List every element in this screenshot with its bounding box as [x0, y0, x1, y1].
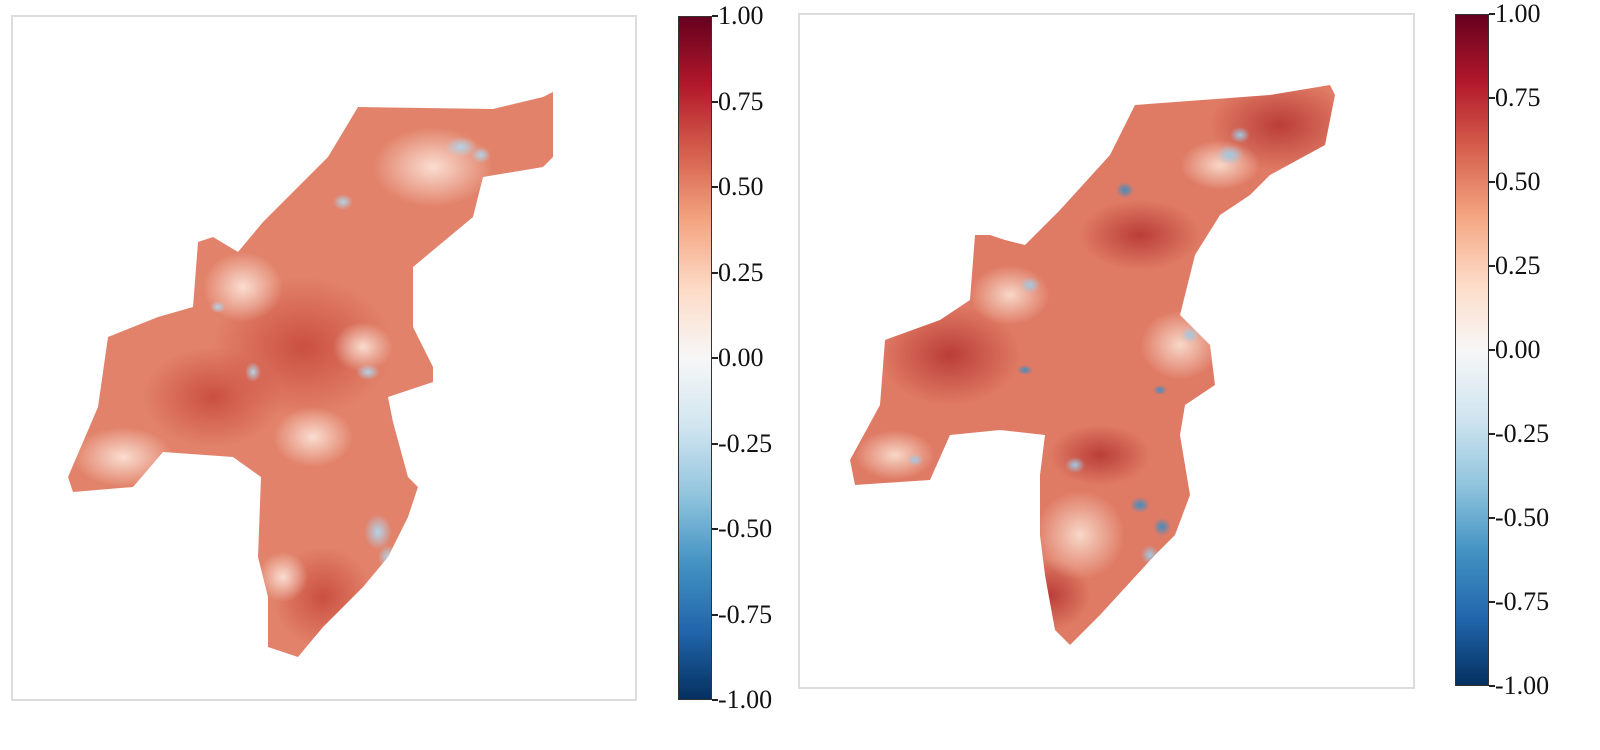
heatmap-map	[68, 92, 553, 657]
colorbar-gradient	[678, 16, 712, 700]
heatmap-map	[850, 85, 1335, 645]
colorbar-tick-label: 0.00	[1495, 335, 1541, 364]
colorbar-tick-label: -0.75	[1495, 587, 1550, 616]
colorbar-tick-label: 0.00	[718, 343, 764, 372]
colorbar-tick-label: 0.75	[718, 86, 764, 116]
colorbar-tick-label: 1.00	[1495, 0, 1541, 28]
colorbar-tick-label: -0.25	[718, 428, 773, 458]
colorbar: 1.00 0.75 0.50 0.25 0.00 -0.25 -0.50 -0.…	[678, 1, 772, 714]
map-panel-left: 1.00 0.75 0.50 0.25 0.00 -0.25 -0.50 -0.…	[11, 1, 772, 714]
colorbar-tick-label: 0.25	[1495, 251, 1541, 280]
colorbar-tick-label: -0.25	[1495, 419, 1550, 448]
colorbar-tick-label: 0.50	[718, 172, 764, 201]
colorbar-tick-label: 0.25	[718, 257, 764, 287]
colorbar-tick-label: -1.00	[718, 685, 773, 714]
colorbar-tick-label: -0.75	[718, 599, 773, 629]
colorbar-tick-label: 1.00	[718, 1, 764, 30]
colorbar-tick-label: -0.50	[718, 514, 773, 543]
colorbar-tick-label: -0.50	[1495, 503, 1550, 532]
map-frame	[11, 15, 637, 701]
colorbar-gradient	[1455, 14, 1489, 686]
colorbar-tick-label: -1.00	[1495, 671, 1550, 700]
colorbar: 1.00 0.75 0.50 0.25 0.00 -0.25 -0.50 -0.…	[1455, 0, 1549, 700]
map-panel-right: 1.00 0.75 0.50 0.25 0.00 -0.25 -0.50 -0.…	[798, 0, 1600, 750]
colorbar-tick-label: 0.75	[1495, 83, 1541, 112]
map-frame	[798, 13, 1415, 689]
colorbar-tick-label: 0.50	[1495, 167, 1541, 196]
